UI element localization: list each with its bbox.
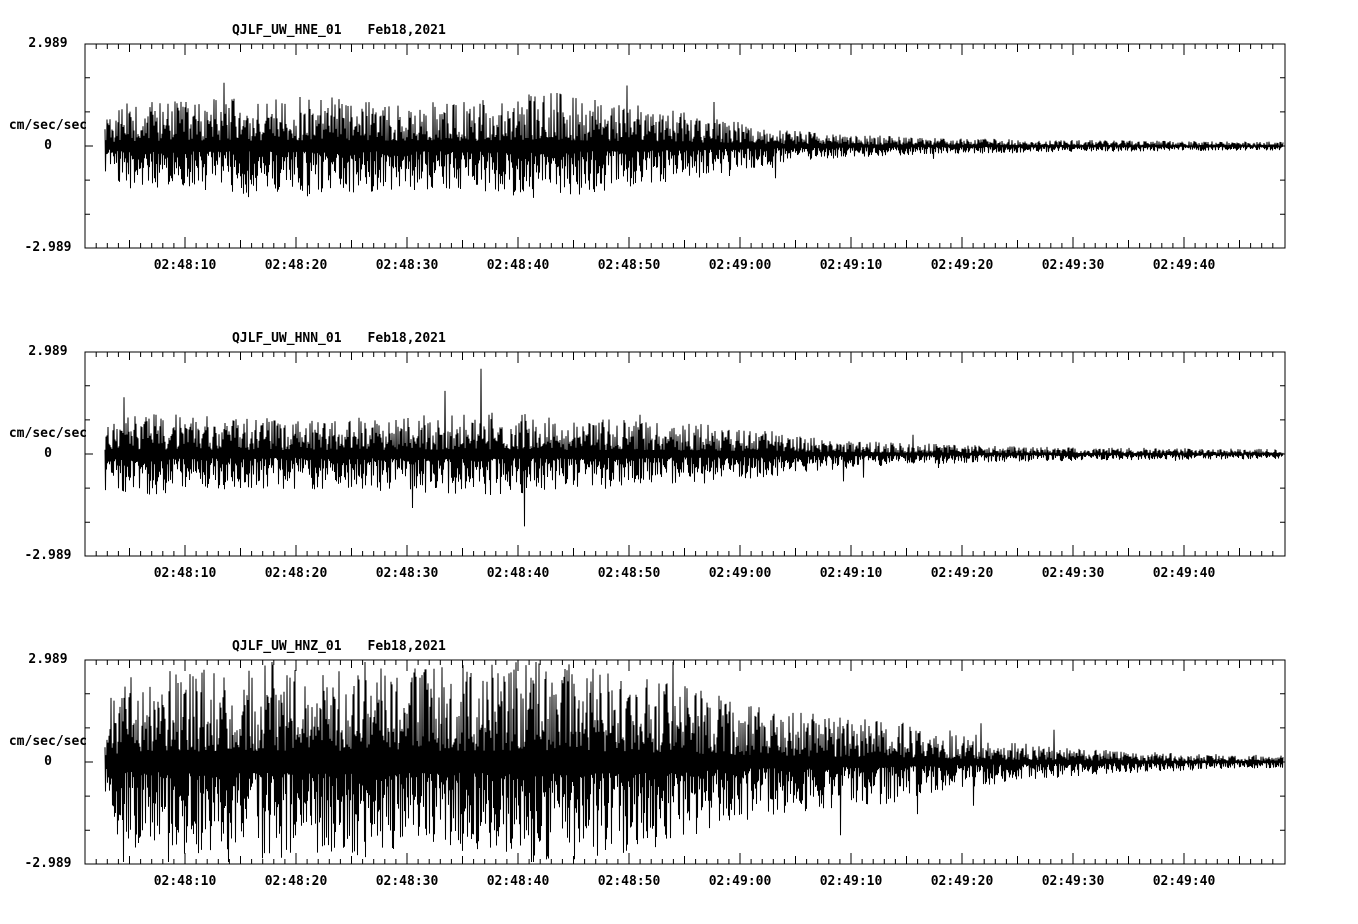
- y-max-label: 2.989: [28, 344, 68, 359]
- y-min-label: -2.989: [24, 548, 72, 563]
- x-tick-label: 02:48:40: [486, 566, 550, 581]
- x-tick-label: 02:48:20: [264, 566, 328, 581]
- x-tick-label: 02:48:20: [264, 258, 328, 273]
- record-date: Feb18,2021: [367, 639, 446, 654]
- x-tick-label: 02:48:40: [486, 258, 550, 273]
- station-id: QJLF_UW_HNN_01: [231, 331, 342, 346]
- y-axis-unit: cm/sec/sec: [8, 426, 88, 441]
- x-tick-label: 02:48:40: [486, 874, 550, 889]
- seismogram-panel-hnn: QJLF_UW_HNN_01 Feb18,2021 2.989 cm/sec/se…: [0, 308, 1358, 616]
- x-tick-label: 02:49:00: [708, 566, 772, 581]
- x-tick-label: 02:49:40: [1152, 258, 1216, 273]
- x-tick-label: 02:49:20: [930, 566, 994, 581]
- x-tick-label: 02:48:10: [153, 566, 217, 581]
- waveform-plot: [84, 351, 1286, 557]
- x-tick-label: 02:48:50: [597, 874, 661, 889]
- x-tick-label: 02:49:30: [1041, 566, 1105, 581]
- x-tick-label: 02:48:30: [375, 566, 439, 581]
- x-tick-label: 02:49:40: [1152, 566, 1216, 581]
- x-tick-label: 02:49:10: [819, 258, 883, 273]
- x-tick-label: 02:49:20: [930, 874, 994, 889]
- x-tick-label: 02:48:50: [597, 566, 661, 581]
- station-id: QJLF_UW_HNZ_01: [231, 639, 342, 654]
- y-max-label: 2.989: [28, 652, 68, 667]
- y-min-label: -2.989: [24, 240, 72, 255]
- station-id: QJLF_UW_HNE_01: [231, 23, 342, 38]
- y-axis-unit: cm/sec/sec: [8, 734, 88, 749]
- x-tick-label: 02:49:00: [708, 874, 772, 889]
- x-tick-label: 02:48:30: [375, 258, 439, 273]
- panel-title: QJLF_UW_HNN_01 Feb18,2021: [185, 315, 446, 363]
- panel-title: QJLF_UW_HNE_01 Feb18,2021: [185, 7, 446, 55]
- x-tick-label: 02:49:00: [708, 258, 772, 273]
- x-tick-label: 02:49:40: [1152, 874, 1216, 889]
- x-tick-label: 02:48:30: [375, 874, 439, 889]
- x-tick-label: 02:49:20: [930, 258, 994, 273]
- waveform-plot: [84, 43, 1286, 249]
- y-zero-label: 0: [44, 446, 52, 461]
- y-zero-label: 0: [44, 138, 52, 153]
- x-tick-label: 02:48:20: [264, 874, 328, 889]
- x-tick-label: 02:48:50: [597, 258, 661, 273]
- y-axis-unit: cm/sec/sec: [8, 118, 88, 133]
- waveform-plot: [84, 659, 1286, 865]
- y-min-label: -2.989: [24, 856, 72, 871]
- x-tick-label: 02:48:10: [153, 874, 217, 889]
- y-zero-label: 0: [44, 754, 52, 769]
- x-tick-label: 02:48:10: [153, 258, 217, 273]
- x-tick-label: 02:49:10: [819, 874, 883, 889]
- seismogram-panel-hnz: QJLF_UW_HNZ_01 Feb18,2021 2.989 cm/sec/se…: [0, 616, 1358, 924]
- y-max-label: 2.989: [28, 36, 68, 51]
- x-tick-label: 02:49:30: [1041, 874, 1105, 889]
- x-tick-label: 02:49:30: [1041, 258, 1105, 273]
- seismogram-panel-hne: QJLF_UW_HNE_01 Feb18,2021 2.989 cm/sec/se…: [0, 0, 1358, 308]
- panel-title: QJLF_UW_HNZ_01 Feb18,2021: [185, 623, 446, 671]
- record-date: Feb18,2021: [367, 331, 446, 346]
- record-date: Feb18,2021: [367, 23, 446, 38]
- x-tick-label: 02:49:10: [819, 566, 883, 581]
